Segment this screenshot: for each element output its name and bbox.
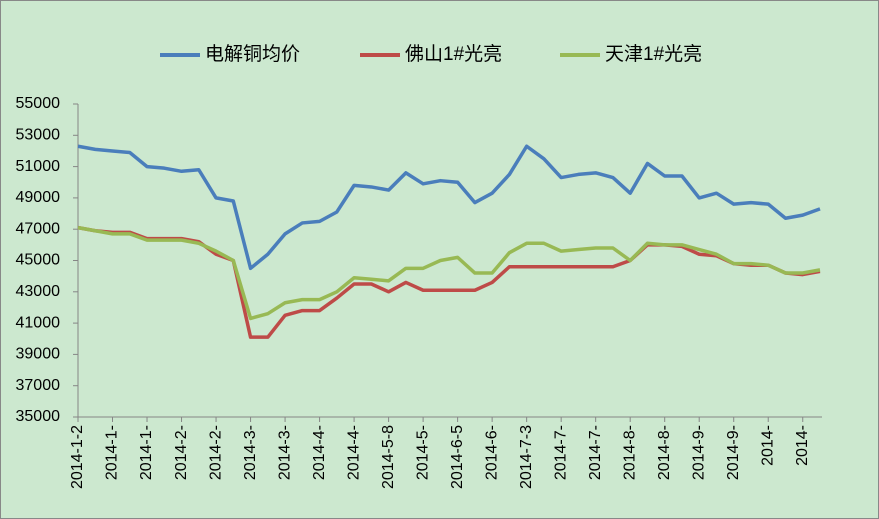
legend-label: 佛山1#光亮 (405, 43, 502, 65)
x-tick-label: 2014-4- (345, 425, 362, 480)
x-tick-label: 2014-9- (725, 425, 742, 480)
legend-label: 电解铜均价 (205, 43, 300, 65)
x-tick-label: 2014-8- (656, 425, 673, 480)
y-tick-label: 39000 (16, 346, 61, 363)
x-tick-label: 2014-8- (621, 425, 638, 480)
y-tick-label: 51000 (16, 158, 61, 175)
x-tick-label: 2014-2- (207, 425, 224, 480)
legend-label: 天津1#光亮 (605, 43, 702, 65)
x-tick-label: 2014-2- (173, 425, 190, 480)
x-tick-label: 2014- (794, 425, 811, 466)
y-tick-label: 45000 (16, 252, 61, 269)
x-tick-label: 2014-6-5 (449, 425, 466, 489)
x-tick-label: 2014-9- (690, 425, 707, 480)
x-tick-label: 2014-7- (587, 425, 604, 480)
y-tick-label: 55000 (16, 95, 61, 112)
x-tick-label: 2014-4- (311, 425, 328, 480)
y-tick-label: 41000 (16, 314, 61, 331)
x-tick-label: 2014-5- (414, 425, 431, 480)
y-tick-label: 53000 (16, 127, 61, 144)
y-tick-label: 49000 (16, 189, 61, 206)
y-tick-label: 43000 (16, 283, 61, 300)
y-tick-label: 37000 (16, 377, 61, 394)
y-tick-label: 35000 (16, 408, 61, 425)
series-line (77, 144, 821, 271)
x-tick-label: 2014- (759, 425, 776, 466)
x-tick-label: 2014-3- (276, 425, 293, 480)
x-tick-label: 2014-6- (483, 425, 500, 480)
x-tick-label: 2014-7-3 (518, 425, 535, 489)
x-tick-label: 2014-1-2 (69, 425, 86, 489)
x-tick-label: 2014-1- (138, 425, 155, 480)
x-tick-label: 2014-7- (552, 425, 569, 480)
x-tick-label: 2014-1- (104, 425, 121, 480)
x-tick-label: 2014-5-8 (380, 425, 397, 489)
x-tick-label: 2014-3- (242, 425, 259, 480)
y-tick-label: 47000 (16, 220, 61, 237)
series-line (77, 225, 821, 321)
